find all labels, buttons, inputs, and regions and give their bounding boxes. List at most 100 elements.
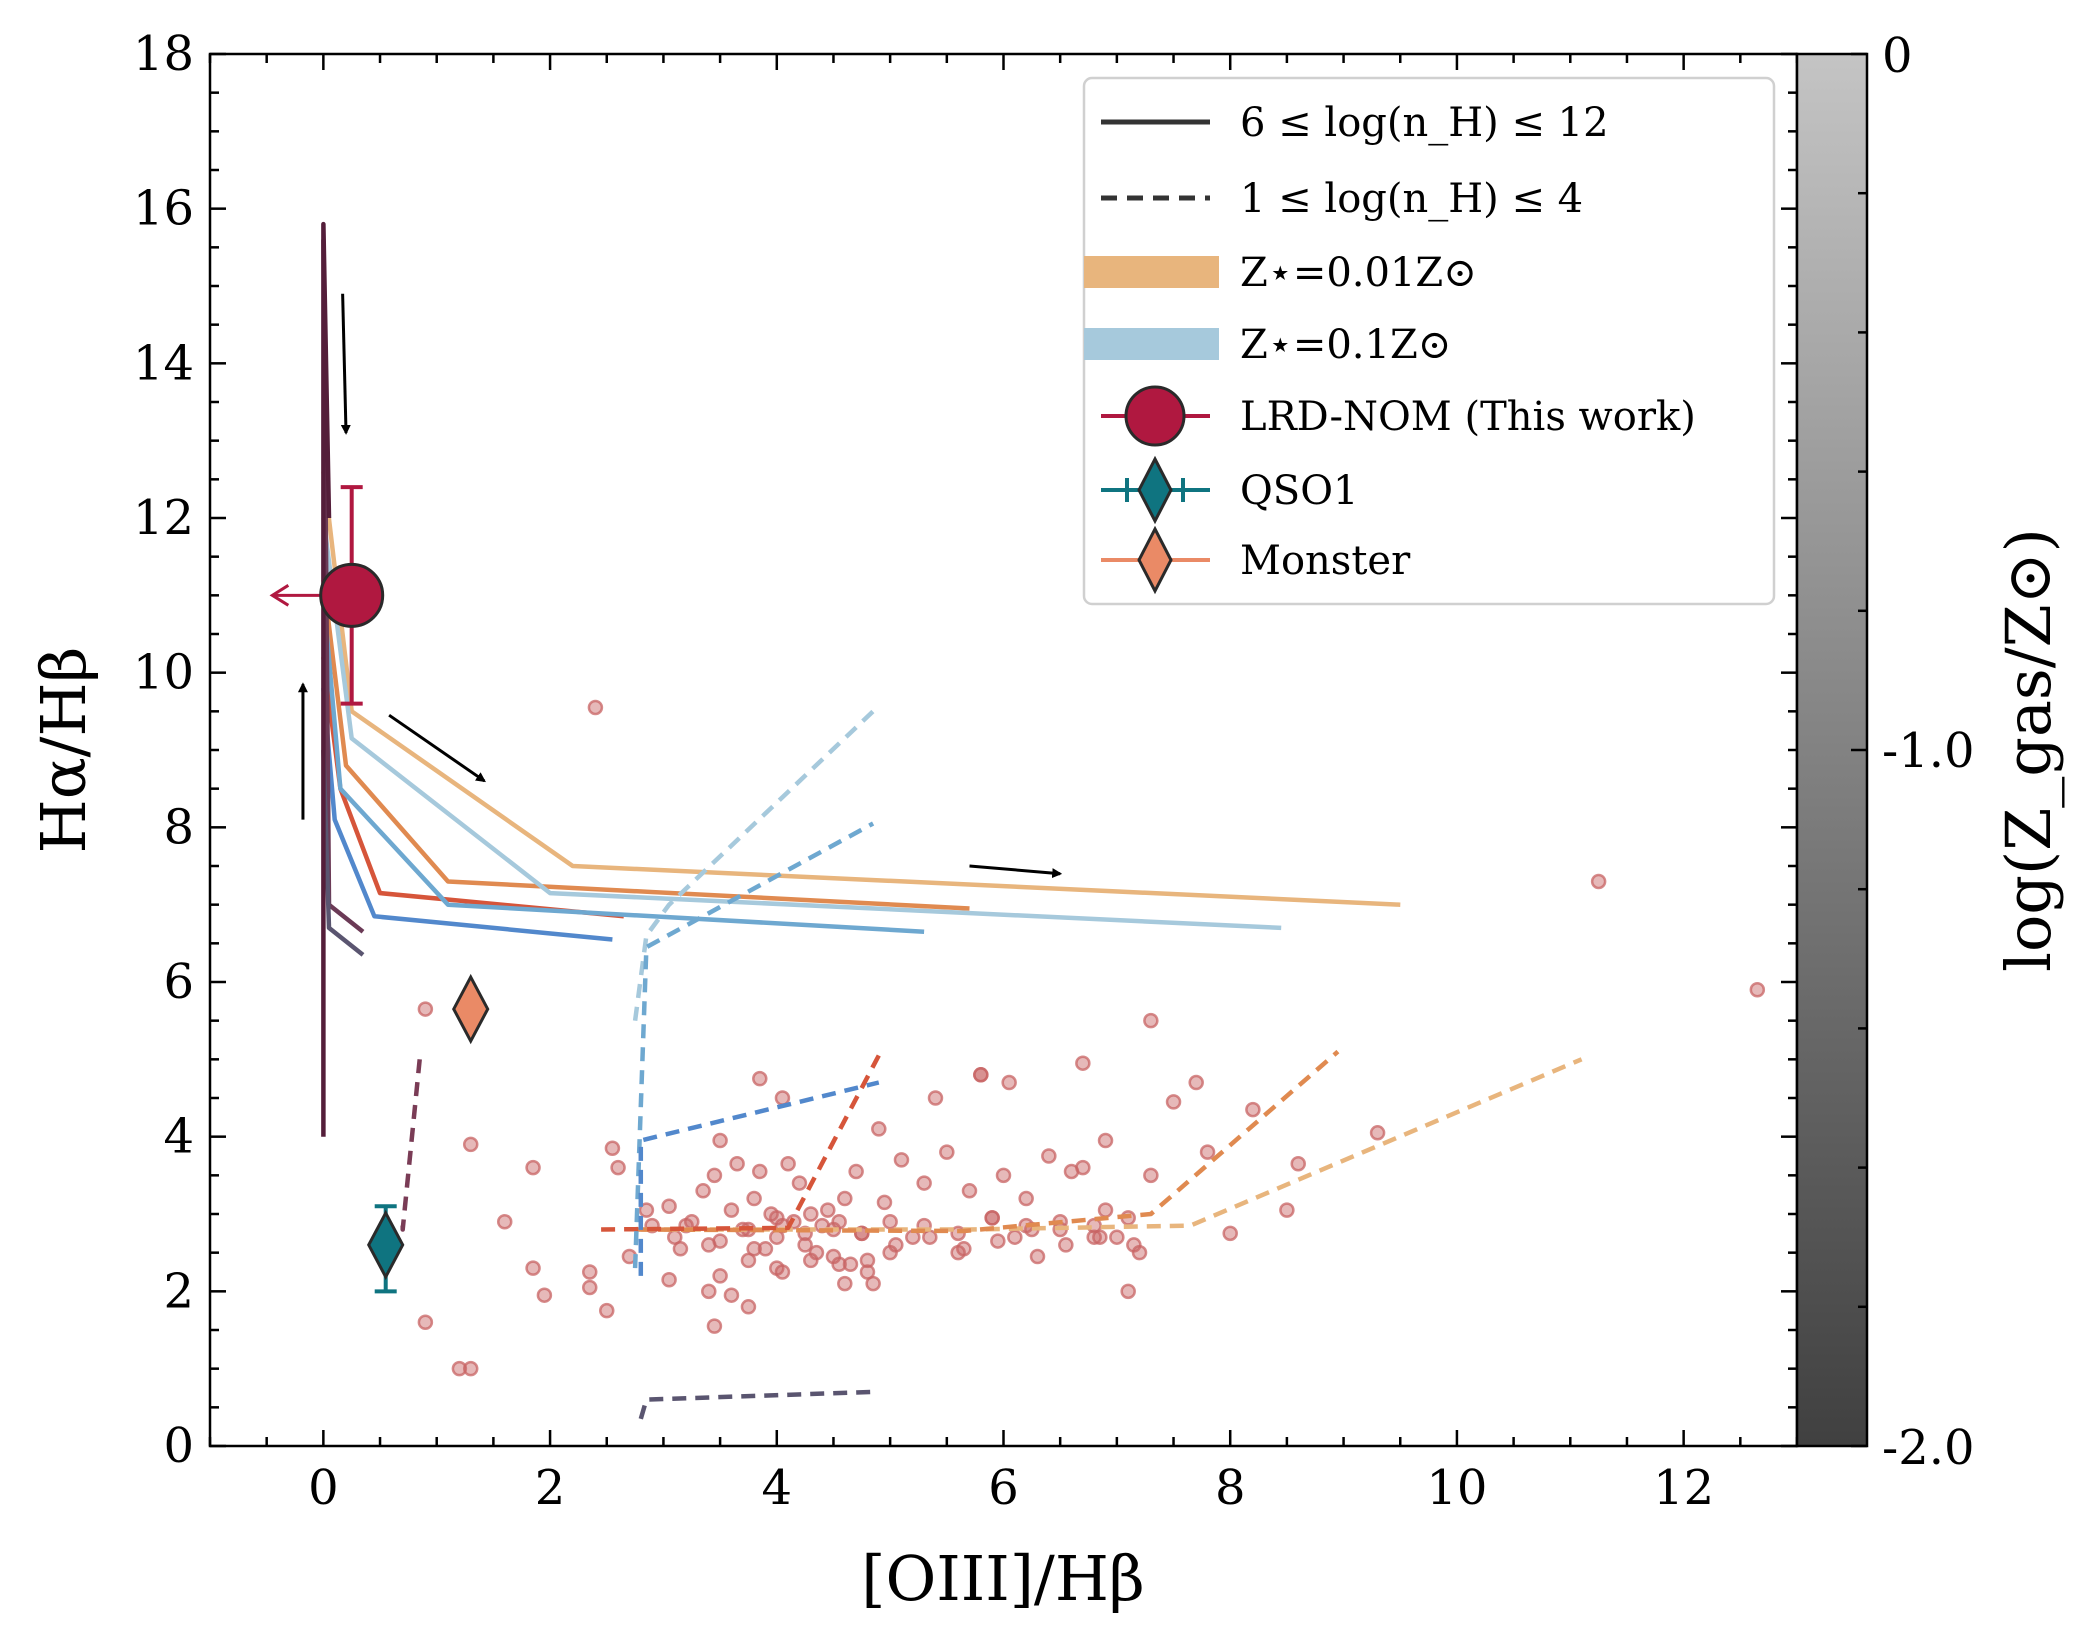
x-tick-label: 12 bbox=[1653, 1460, 1714, 1516]
comparison-point bbox=[1279, 1202, 1295, 1218]
comparison-point bbox=[995, 1167, 1012, 1184]
comparison-point bbox=[842, 1256, 859, 1273]
comparison-point bbox=[1126, 1237, 1142, 1253]
x-tick-label: 4 bbox=[762, 1460, 793, 1516]
comparison-point bbox=[1058, 1237, 1074, 1253]
y-tick-label: 16 bbox=[133, 181, 194, 237]
comparison-point bbox=[1290, 1155, 1306, 1172]
comparison-point bbox=[961, 1183, 978, 1199]
comparison-point bbox=[803, 1252, 819, 1269]
model-line-solid-3 bbox=[321, 517, 1282, 931]
comparison-point bbox=[661, 1198, 677, 1215]
comparison-point bbox=[1001, 1074, 1017, 1091]
x-tick-label: 8 bbox=[1215, 1460, 1246, 1516]
comparison-point bbox=[803, 1206, 819, 1222]
comparison-point bbox=[791, 1175, 808, 1191]
comparison-point bbox=[746, 1241, 762, 1257]
comparison-point bbox=[820, 1202, 836, 1218]
comparison-point bbox=[701, 1283, 717, 1300]
comparison-point bbox=[638, 1202, 655, 1218]
y-tick-label: 10 bbox=[133, 645, 194, 701]
comparison-point bbox=[729, 1155, 745, 1172]
legend-label-z01: Z⋆=0.1Z⊙ bbox=[1240, 322, 1451, 368]
y-tick-label: 6 bbox=[163, 954, 194, 1010]
model-line-solid-1 bbox=[321, 579, 970, 911]
comparison-point bbox=[752, 1070, 768, 1087]
legend-handle-z001 bbox=[1084, 256, 1219, 288]
y-tick-label: 18 bbox=[133, 26, 194, 82]
comparison-point bbox=[769, 1260, 785, 1276]
y-axis-label: Hα/Hβ bbox=[27, 647, 100, 854]
comparison-point bbox=[831, 1256, 847, 1273]
comparison-point bbox=[462, 1136, 479, 1153]
comparison-point bbox=[752, 1163, 768, 1180]
comparison-point bbox=[1029, 1248, 1046, 1265]
comparison-point bbox=[757, 1241, 774, 1257]
comparison-point bbox=[1188, 1074, 1204, 1091]
qso1-marker bbox=[367, 1209, 405, 1281]
comparison-point bbox=[837, 1275, 853, 1292]
comparison-point bbox=[848, 1163, 864, 1180]
legend: 6 ≤ log(n_H) ≤ 12 1 ≤ log(n_H) ≤ 4 Z⋆=0.… bbox=[1082, 76, 1776, 606]
trend-arrow-2 bbox=[388, 713, 486, 783]
colorbar-label: log(Z_gas/Z⊙) bbox=[1992, 528, 2065, 972]
comparison-point bbox=[1120, 1283, 1136, 1300]
lrd-upper-limit-arrowhead bbox=[269, 584, 290, 607]
comparison-point bbox=[1143, 1167, 1159, 1184]
trend-arrow-0 bbox=[340, 293, 351, 435]
comparison-point bbox=[1086, 1229, 1102, 1245]
model-line-solid-8 bbox=[321, 221, 332, 1137]
comparison-point bbox=[712, 1268, 728, 1284]
comparison-point bbox=[695, 1183, 711, 1199]
comparison-point bbox=[916, 1175, 932, 1191]
model-line-dashed-12 bbox=[632, 709, 875, 1021]
y-tick-label: 14 bbox=[133, 335, 194, 391]
comparison-point bbox=[525, 1159, 541, 1176]
model-line-solid-2 bbox=[321, 656, 625, 919]
comparison-point bbox=[1749, 981, 1766, 998]
monster-marker bbox=[452, 973, 490, 1045]
trend-arrows bbox=[297, 293, 1063, 879]
comparison-point bbox=[525, 1260, 541, 1276]
comparison-point bbox=[610, 1159, 626, 1176]
comparison-point bbox=[871, 1121, 887, 1137]
colorbar-tick-2: -2.0 bbox=[1882, 1420, 1975, 1476]
comparison-point bbox=[451, 1360, 468, 1377]
comparison-point bbox=[1109, 1229, 1125, 1245]
comparison-point bbox=[417, 1314, 434, 1331]
y-tick-label: 8 bbox=[163, 799, 194, 855]
comparison-point bbox=[927, 1090, 944, 1106]
comparison-sample bbox=[417, 699, 1766, 1377]
legend-label-z001: Z⋆=0.01Z⊙ bbox=[1240, 250, 1477, 296]
comparison-point bbox=[581, 1279, 598, 1296]
comparison-point bbox=[706, 1167, 723, 1184]
x-axis-ticks: 0 2 4 6 8 10 12 bbox=[208, 54, 1799, 1516]
x-tick-label: 10 bbox=[1426, 1460, 1487, 1516]
comparison-point bbox=[1369, 1125, 1386, 1141]
comparison-point bbox=[1245, 1101, 1261, 1118]
observed-points bbox=[269, 485, 490, 1294]
comparison-point bbox=[1097, 1132, 1114, 1149]
comparison-point bbox=[1143, 1012, 1159, 1029]
comparison-point bbox=[723, 1202, 740, 1218]
comparison-point bbox=[859, 1252, 876, 1269]
comparison-point bbox=[599, 1302, 615, 1319]
lrd-nom-marker bbox=[319, 562, 385, 628]
x-tick-label: 6 bbox=[988, 1460, 1019, 1516]
x-tick-label: 2 bbox=[535, 1460, 566, 1516]
comparison-point bbox=[888, 1237, 904, 1253]
y-tick-label: 12 bbox=[133, 490, 194, 546]
x-tick-label: 0 bbox=[308, 1460, 339, 1516]
comparison-point bbox=[723, 1287, 740, 1303]
comparison-point bbox=[746, 1190, 762, 1207]
colorbar-tick-0: 0 bbox=[1882, 28, 1913, 84]
legend-handle-z01 bbox=[1084, 328, 1219, 360]
y-tick-label: 4 bbox=[163, 1109, 194, 1165]
comparison-point bbox=[1018, 1190, 1034, 1207]
comparison-point bbox=[1590, 873, 1607, 890]
comparison-point bbox=[712, 1233, 728, 1249]
comparison-point bbox=[581, 1264, 598, 1280]
comparison-point bbox=[956, 1241, 972, 1257]
comparison-point bbox=[769, 1210, 785, 1226]
